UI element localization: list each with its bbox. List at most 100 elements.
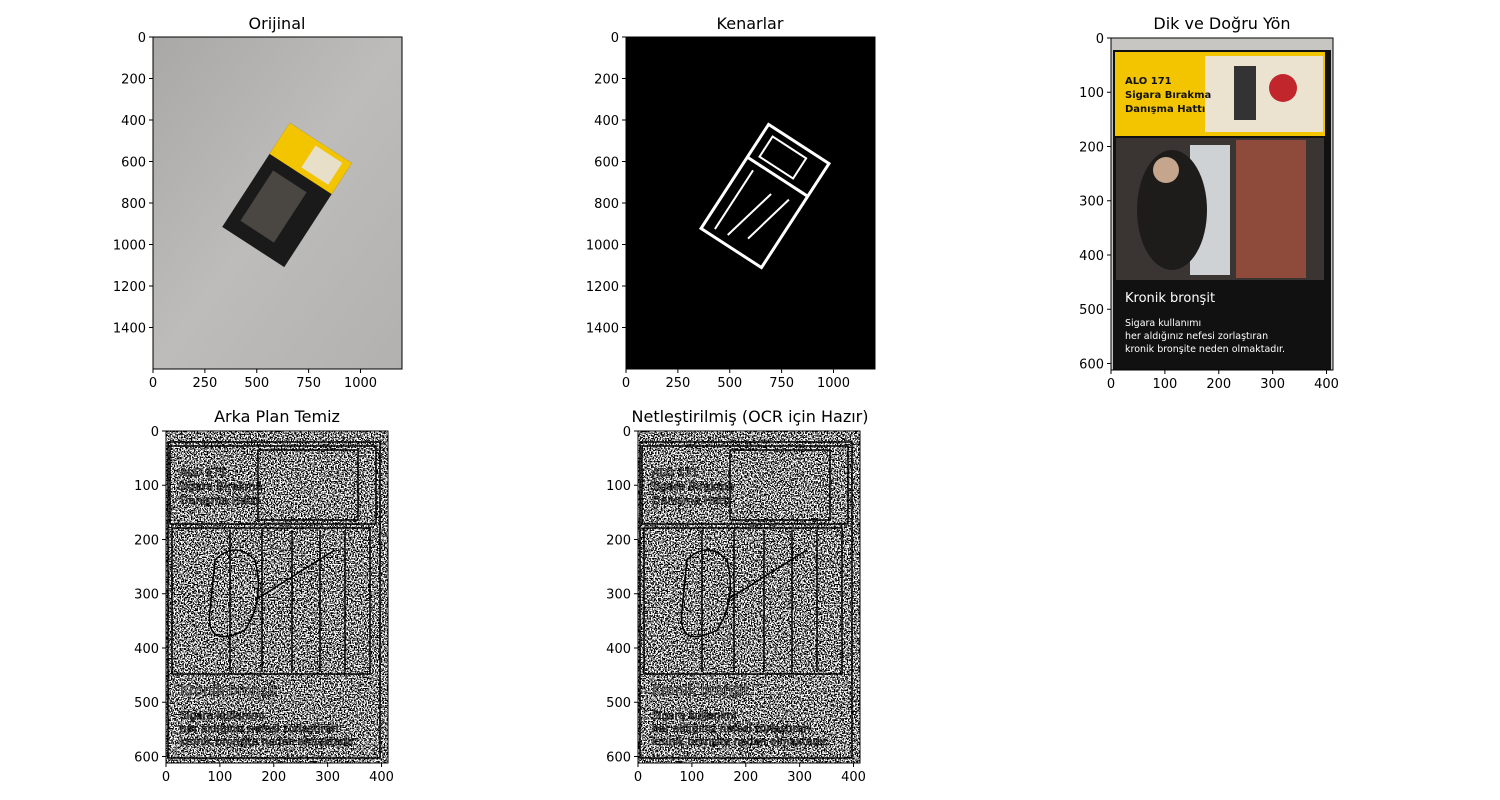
- x-tick-label: 250: [192, 376, 217, 391]
- y-axis: 0 100 200 300 400 500 600: [1079, 32, 1111, 372]
- y-tick-label: 400: [134, 642, 159, 657]
- y-axis: 0 100 200 300 400 500 600: [606, 425, 638, 765]
- y-tick-label: 1000: [113, 239, 146, 254]
- x-axis: 0 250 500 750 1000: [149, 369, 377, 391]
- y-axis: 0 200 400 600 800 1000 1200 1400: [113, 31, 153, 337]
- x-tick-label: 1000: [817, 376, 850, 391]
- y-tick-label: 500: [606, 696, 631, 711]
- pack-line3: kronik bronşite neden olmaktadır.: [180, 736, 357, 748]
- y-tick-label: 800: [594, 197, 619, 212]
- x-tick-label: 500: [717, 376, 742, 391]
- x-tick-label: 0: [622, 376, 630, 391]
- pack-sigara: Sigara Bırakma: [650, 480, 734, 493]
- panel-title: Arka Plan Temiz: [214, 407, 340, 426]
- y-tick-label: 300: [134, 588, 159, 603]
- y-tick-label: 1000: [586, 239, 619, 254]
- pack-line2: her aldığınız nefesi zorlaştıran: [180, 723, 338, 735]
- pack-line2: her aldığınız nefesi zorlaştıran: [652, 723, 810, 735]
- y-tick-label: 0: [1096, 32, 1104, 47]
- y-tick-label: 600: [1079, 357, 1104, 372]
- x-tick-label: 750: [769, 376, 794, 391]
- panel-deskewed: Dik ve Doğru Yön ALO 171 Sigara Bırakma …: [1079, 14, 1339, 392]
- pack-line3: kronik bronşite neden olmaktadır.: [1125, 344, 1285, 355]
- panel-edges: Kenarlar 0 250 500 750 1000 0 200 400 600 800 100…: [586, 14, 876, 391]
- x-tick-label: 100: [207, 770, 232, 785]
- x-axis: 0 100 200 300 400: [1107, 370, 1339, 392]
- y-tick-label: 200: [121, 73, 146, 88]
- pack-line1: Sigara kullanımı: [180, 710, 264, 722]
- pack-danisma: Danışma Hattı: [1125, 104, 1205, 115]
- panel-background-clean: Arka Plan Temiz ALO 171 Sigara Bırakma: [134, 407, 394, 785]
- x-axis: 0 100 200 300 400: [162, 763, 394, 785]
- pack-heading: Kronik bronşit: [1125, 291, 1215, 306]
- x-tick-label: 300: [787, 770, 812, 785]
- pack-danisma: Danışma Hattı: [180, 494, 259, 507]
- y-tick-label: 0: [623, 425, 631, 440]
- pack-sigara: Sigara Bırakma: [178, 480, 262, 493]
- x-tick-label: 0: [149, 376, 157, 391]
- y-tick-label: 1400: [113, 322, 146, 337]
- sharpened-image: ALO 171 Sigara Bırakma Danışma Hattı Kro…: [638, 431, 860, 763]
- pack-line3: kronik bronşite neden olmaktadır.: [652, 736, 829, 748]
- y-tick-label: 800: [121, 197, 146, 212]
- pack-heading: Kronik bronşit: [652, 683, 749, 699]
- y-tick-label: 200: [594, 73, 619, 88]
- y-tick-label: 1200: [586, 280, 619, 295]
- pack-line1: Sigara kullanımı: [652, 710, 736, 722]
- x-tick-label: 400: [369, 770, 394, 785]
- y-tick-label: 200: [606, 533, 631, 548]
- y-tick-label: 400: [606, 642, 631, 657]
- x-tick-label: 1000: [344, 376, 377, 391]
- x-tick-label: 200: [261, 770, 286, 785]
- panel-title: Dik ve Doğru Yön: [1153, 14, 1290, 33]
- x-tick-label: 200: [733, 770, 758, 785]
- x-tick-label: 300: [315, 770, 340, 785]
- x-tick-label: 100: [679, 770, 704, 785]
- x-tick-label: 0: [162, 770, 170, 785]
- y-tick-label: 300: [606, 588, 631, 603]
- y-axis: 0 200 400 600 800 1000 1200 1400: [586, 31, 626, 337]
- x-tick-label: 400: [1314, 377, 1339, 392]
- panel-title: Kenarlar: [717, 14, 784, 33]
- y-tick-label: 600: [594, 156, 619, 171]
- x-tick-label: 500: [244, 376, 269, 391]
- x-tick-label: 0: [1107, 377, 1115, 392]
- y-tick-label: 400: [594, 114, 619, 129]
- y-tick-label: 100: [1079, 86, 1104, 101]
- x-tick-label: 400: [841, 770, 866, 785]
- x-tick-label: 300: [1260, 377, 1285, 392]
- y-axis: 0 100 200 300 400 500 600: [134, 425, 166, 765]
- y-tick-label: 0: [138, 31, 146, 46]
- y-tick-label: 400: [121, 114, 146, 129]
- pack-heading: Kronik bronşit: [180, 683, 277, 699]
- panel-title: Netleştirilmiş (OCR için Hazır): [632, 407, 869, 426]
- y-tick-label: 1400: [586, 322, 619, 337]
- panel-original: Orijinal 0 250 500 750 1000 0 200 400 600 800 100…: [113, 14, 403, 391]
- y-tick-label: 1200: [113, 280, 146, 295]
- x-tick-label: 100: [1152, 377, 1177, 392]
- y-tick-label: 200: [1079, 140, 1104, 155]
- pack-danisma: Danışma Hattı: [652, 494, 731, 507]
- clean-image: ALO 171 Sigara Bırakma Danışma Hattı Kro…: [166, 431, 388, 763]
- original-photo: [153, 37, 402, 369]
- x-tick-label: 0: [634, 770, 642, 785]
- y-tick-label: 600: [134, 750, 159, 765]
- y-tick-label: 0: [151, 425, 159, 440]
- y-tick-label: 200: [134, 533, 159, 548]
- y-tick-label: 600: [606, 750, 631, 765]
- y-tick-label: 500: [134, 696, 159, 711]
- y-tick-label: 100: [134, 479, 159, 494]
- y-tick-label: 300: [1079, 195, 1104, 210]
- pack-alo: ALO 171: [1125, 76, 1172, 87]
- x-tick-label: 250: [665, 376, 690, 391]
- pack-line1: Sigara kullanımı: [1125, 318, 1201, 329]
- deskewed-photo: ALO 171 Sigara Bırakma Danışma Hattı Kro…: [1111, 38, 1333, 370]
- x-axis: 0 250 500 750 1000: [622, 369, 850, 391]
- edges-image: [626, 37, 875, 369]
- pack-line2: her aldığınız nefesi zorlaştıran: [1125, 331, 1268, 342]
- panel-title: Orijinal: [249, 14, 306, 33]
- panel-sharpened: Netleştirilmiş (OCR için Hazır) ALO 171 …: [606, 407, 868, 785]
- pack-alo: ALO 171: [180, 466, 226, 479]
- y-tick-label: 600: [121, 156, 146, 171]
